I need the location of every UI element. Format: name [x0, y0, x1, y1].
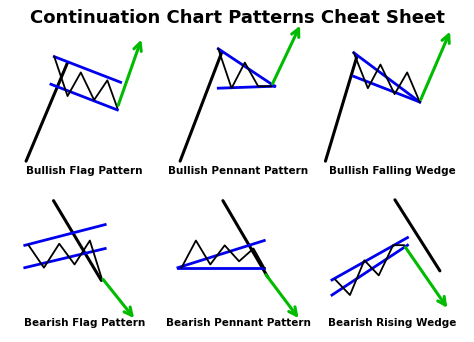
Text: Bullish Flag Pattern: Bullish Flag Pattern: [26, 166, 142, 176]
Text: Bullish Pennant Pattern: Bullish Pennant Pattern: [168, 166, 308, 176]
Text: Bearish Pennant Pattern: Bearish Pennant Pattern: [166, 318, 310, 328]
Text: Bearish Flag Pattern: Bearish Flag Pattern: [24, 318, 145, 328]
Text: Continuation Chart Patterns Cheat Sheet: Continuation Chart Patterns Cheat Sheet: [29, 9, 445, 27]
Text: Bearish Rising Wedge: Bearish Rising Wedge: [328, 318, 456, 328]
Text: Bullish Falling Wedge: Bullish Falling Wedge: [329, 166, 456, 176]
